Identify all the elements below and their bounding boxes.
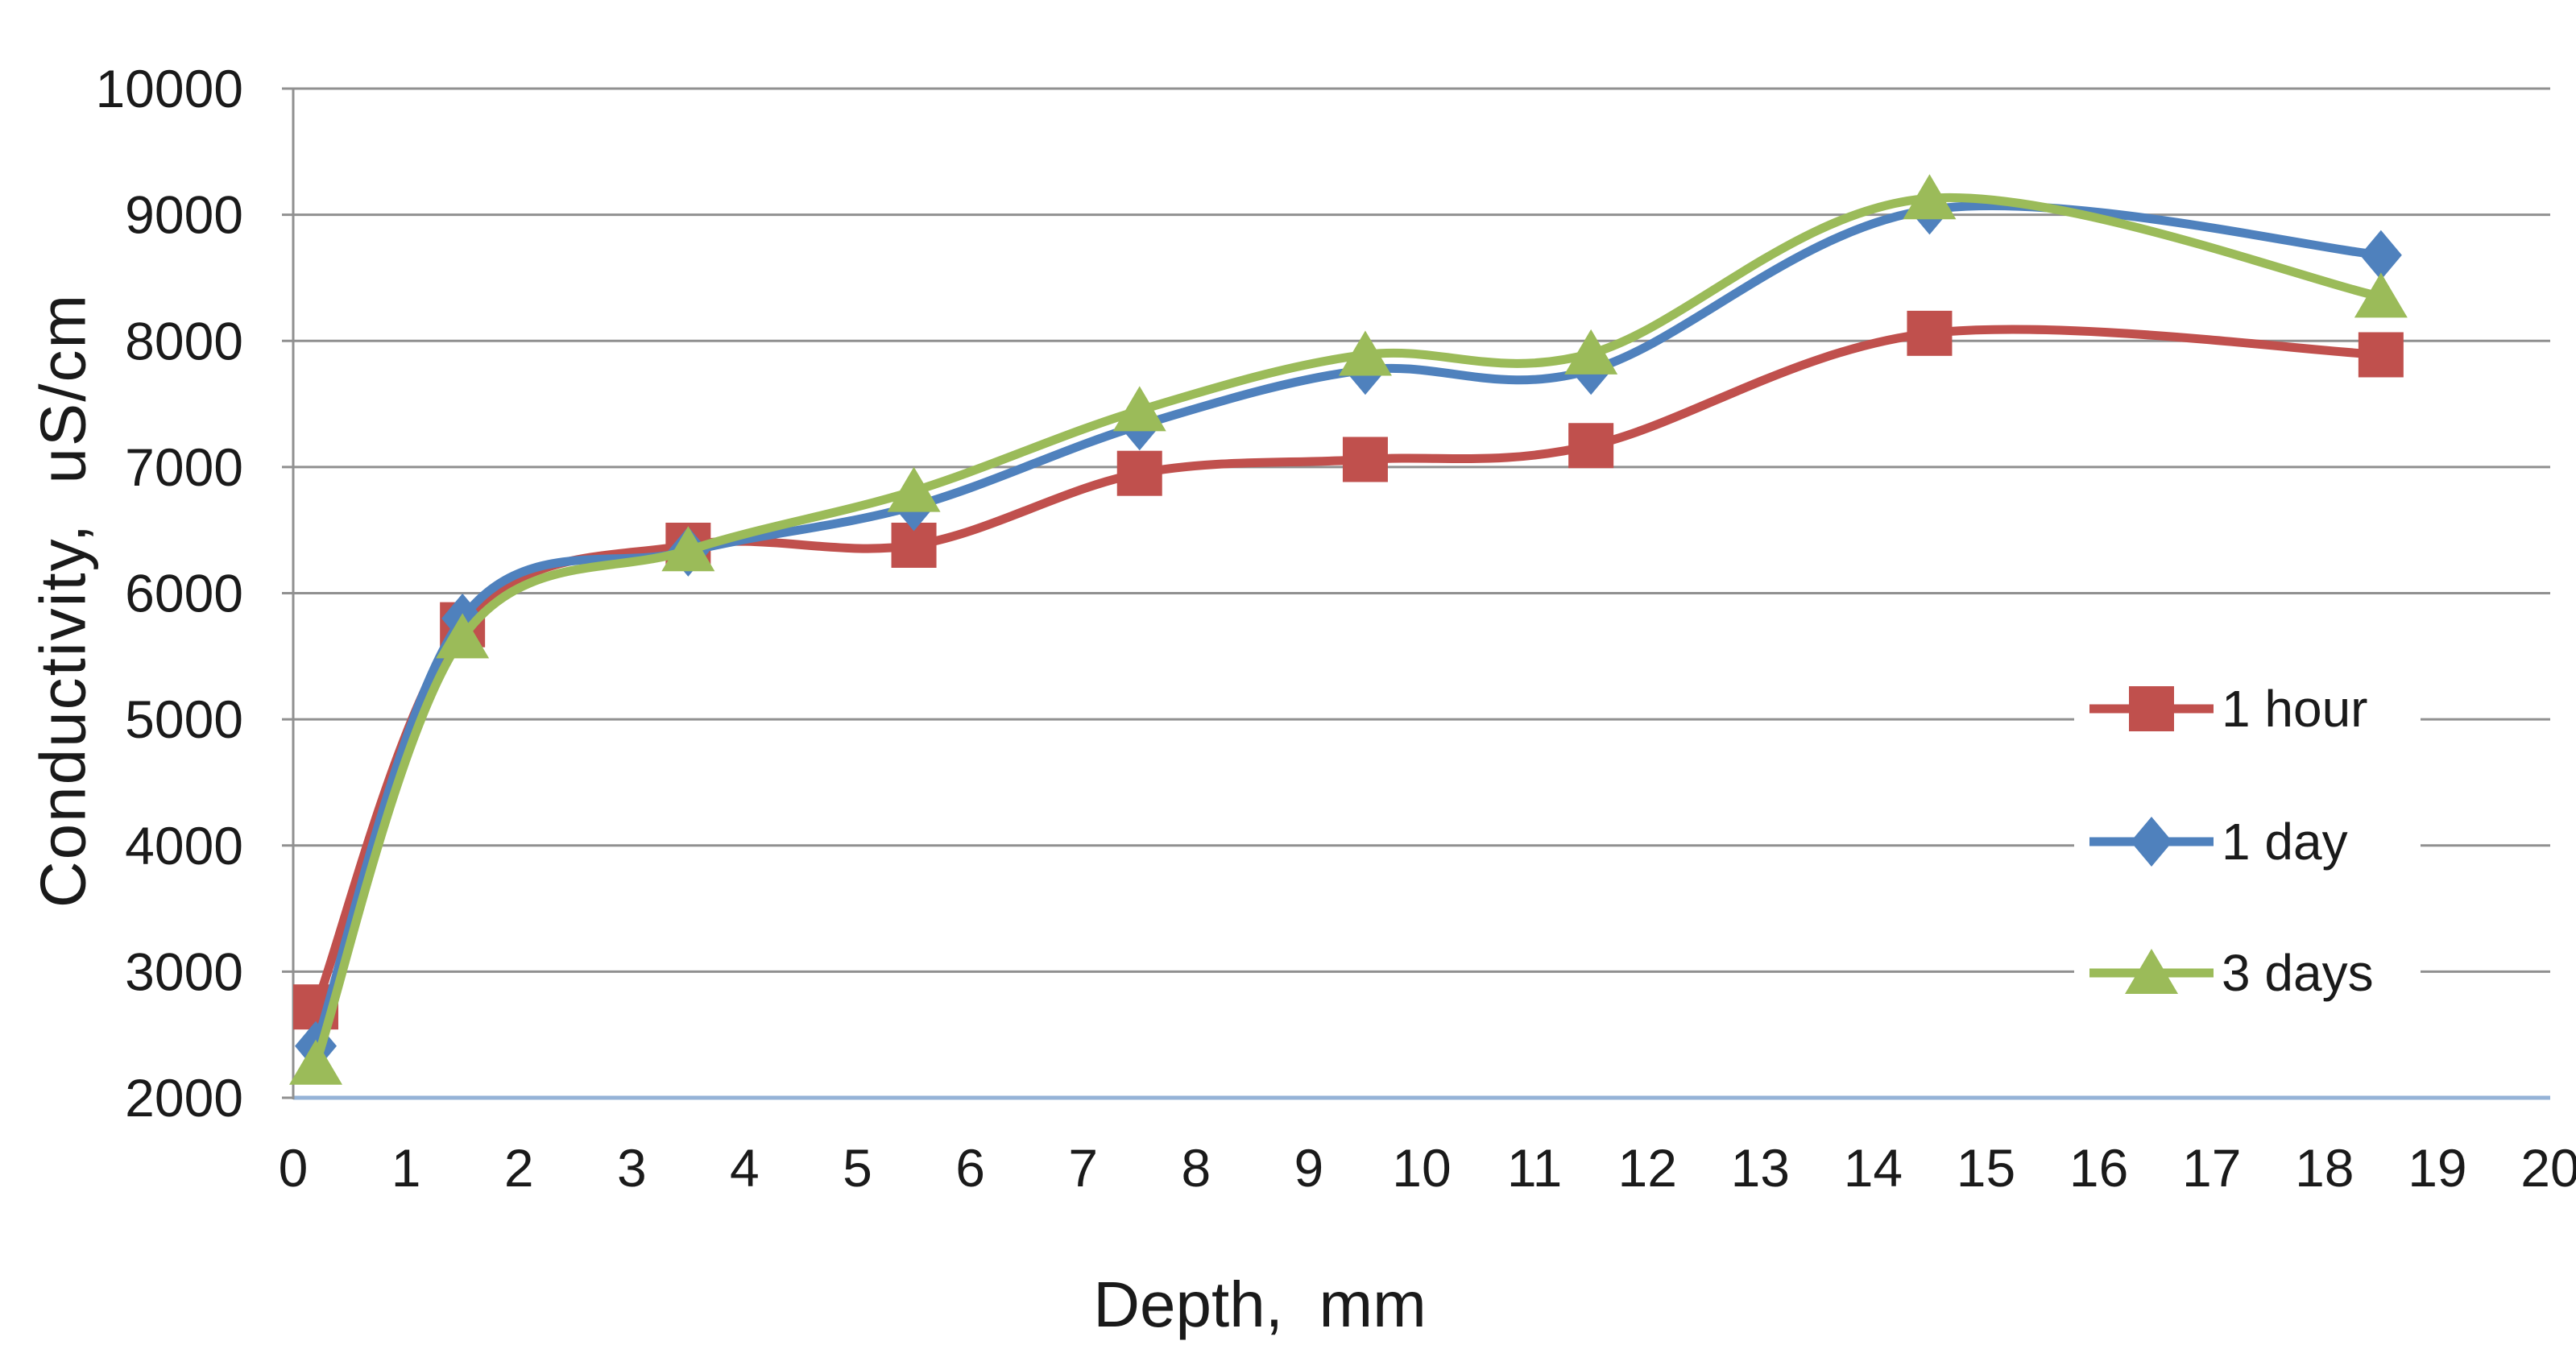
x-tick-label: 0: [279, 1138, 309, 1198]
y-tick-label: 7000: [125, 437, 243, 497]
x-tick-label: 13: [1731, 1138, 1790, 1198]
x-tick-label: 18: [2295, 1138, 2354, 1198]
y-tick-label: 6000: [125, 564, 243, 623]
x-tick-label: 15: [1957, 1138, 2015, 1198]
series-line-3-days: [311, 192, 2386, 1069]
x-tick-label: 3: [617, 1138, 647, 1198]
y-tick-label: 3000: [125, 942, 243, 1001]
series-marker-3-days: [1338, 330, 1392, 376]
legend-marker-diamond-icon: [2131, 817, 2172, 867]
x-tick-label: 8: [1181, 1138, 1211, 1198]
legend-marker-square-icon: [2129, 686, 2174, 731]
y-tick-label: 9000: [125, 185, 243, 245]
series-marker-3-days: [1903, 174, 1957, 220]
series-marker-3-days: [2354, 272, 2408, 318]
series-marker-1-hour: [1907, 310, 1953, 356]
legend-marker-triangle-icon: [2125, 949, 2178, 994]
series-marker-1-hour: [1116, 450, 1162, 496]
x-tick-label: 20: [2520, 1138, 2576, 1198]
x-tick-label: 6: [955, 1138, 985, 1198]
y-tick-label: 8000: [125, 311, 243, 370]
legend-label-1-day: 1 day: [2222, 813, 2348, 871]
x-tick-label: 11: [1507, 1138, 1563, 1198]
series-marker-3-days: [1112, 386, 1166, 432]
series-marker-3-days: [1564, 329, 1618, 375]
x-tick-label: 7: [1068, 1138, 1098, 1198]
x-axis-title: Depth, mm: [1093, 1269, 1427, 1340]
x-tick-label: 19: [2408, 1138, 2466, 1198]
series-marker-1-day: [2359, 230, 2402, 280]
y-axis-title: Conductivity, uS/cm: [27, 292, 99, 909]
series-marker-1-hour: [1568, 423, 1614, 469]
series-marker-3-days: [436, 613, 490, 659]
series-marker-1-hour: [1342, 437, 1388, 482]
x-tick-label: 17: [2182, 1138, 2241, 1198]
series-marker-3-days: [289, 1039, 343, 1085]
series-marker-1-hour: [2358, 332, 2404, 378]
x-tick-label: 1: [391, 1138, 421, 1198]
y-tick-label: 5000: [125, 689, 243, 749]
x-tick-label: 16: [2069, 1138, 2128, 1198]
x-tick-label: 9: [1294, 1138, 1324, 1198]
y-tick-label: 2000: [125, 1068, 243, 1128]
x-tick-label: 12: [1617, 1138, 1676, 1198]
legend-label-1-hour: 1 hour: [2222, 680, 2367, 738]
series-marker-3-days: [661, 526, 715, 572]
y-tick-label: 4000: [125, 816, 243, 875]
x-tick-label: 4: [730, 1138, 760, 1198]
x-tick-label: 14: [1844, 1138, 1903, 1198]
series-marker-3-days: [887, 466, 941, 512]
x-tick-label: 10: [1392, 1138, 1451, 1198]
x-tick-label: 2: [504, 1138, 534, 1198]
y-tick-label: 10000: [95, 59, 243, 118]
x-tick-label: 5: [843, 1138, 872, 1198]
legend-label-3-days: 3 days: [2222, 944, 2374, 1002]
